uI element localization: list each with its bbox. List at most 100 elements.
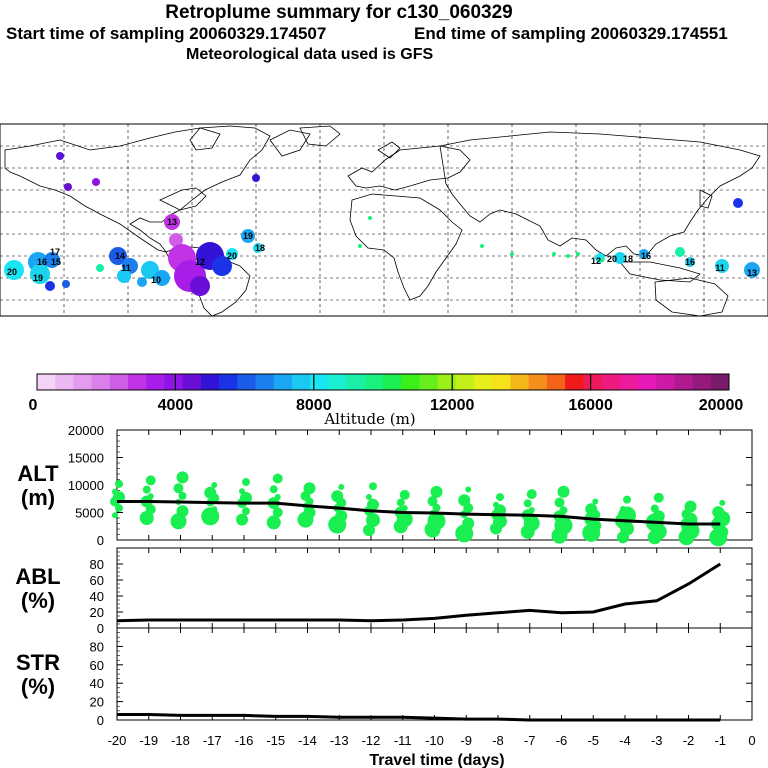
abl-line bbox=[116, 562, 722, 623]
alt-scatter-point bbox=[430, 485, 443, 498]
plume-day-label: 19 bbox=[33, 273, 43, 283]
x-tick-label: -16 bbox=[235, 733, 254, 748]
plume-day-label: 19 bbox=[243, 231, 253, 241]
alt-median-line bbox=[117, 500, 721, 526]
colorbar-swatch bbox=[219, 374, 238, 390]
colorbar-swatch bbox=[656, 374, 675, 390]
x-tick-label: -10 bbox=[425, 733, 444, 748]
alt-scatter-point bbox=[139, 511, 154, 525]
x-tick-label: -19 bbox=[139, 733, 158, 748]
alt-scatter-point bbox=[112, 488, 118, 495]
plume-day-label: 12 bbox=[591, 256, 601, 266]
x-tick-label: -8 bbox=[492, 733, 504, 748]
plume-day-label: 15 bbox=[51, 257, 61, 267]
time-series-panels: 05000100001500020000ALT(m)020406080ABL(%… bbox=[15, 423, 755, 748]
colorbar-swatch bbox=[182, 374, 202, 390]
y-tick-label: 0 bbox=[97, 533, 104, 548]
y-tick-label: 20000 bbox=[68, 423, 104, 438]
plume-marker bbox=[109, 247, 127, 265]
alt-scatter-point bbox=[496, 493, 504, 502]
alt-scatter-point bbox=[432, 503, 441, 512]
alt-scatter-point bbox=[176, 471, 189, 484]
alt-scatter-point bbox=[367, 498, 379, 511]
x-tick-label: -12 bbox=[362, 733, 381, 748]
page-title: Retroplume summary for c130_060329 bbox=[165, 2, 513, 23]
y-tick-label: 20 bbox=[90, 695, 104, 710]
panel-label: ABL bbox=[15, 564, 60, 589]
alt-scatter-point bbox=[523, 499, 532, 508]
x-axis-title: Travel time (days) bbox=[369, 752, 504, 768]
plume-marker bbox=[190, 276, 210, 296]
plume-day-label: 13 bbox=[167, 217, 177, 227]
alt-scatter-point bbox=[112, 512, 118, 519]
plume-marker bbox=[137, 277, 147, 287]
y-tick-label: 60 bbox=[90, 658, 104, 673]
altitude-colorbar: 0 4000 8000 12000 16000 20000 bbox=[29, 373, 744, 414]
x-tick-label: -2 bbox=[683, 733, 695, 748]
alt-scatter-point bbox=[145, 475, 156, 486]
plume-marker bbox=[552, 252, 556, 256]
colorbar-tick-label: 12000 bbox=[430, 397, 475, 414]
plume-marker bbox=[368, 216, 372, 220]
colorbar-swatch bbox=[383, 374, 402, 390]
x-tick-label: -5 bbox=[587, 733, 599, 748]
colorbar-tick-label: 20000 bbox=[699, 397, 744, 414]
alt-scatter-point bbox=[170, 513, 187, 530]
alt-scatter-point bbox=[493, 501, 499, 508]
plume-day-label: 16 bbox=[641, 251, 651, 261]
plume-marker bbox=[164, 214, 180, 230]
colorbar-swatch bbox=[437, 374, 457, 390]
colorbar-swatch bbox=[273, 374, 293, 390]
alt-scatter-point bbox=[211, 482, 218, 488]
alt-scatter-point bbox=[585, 503, 598, 516]
colorbar-swatch bbox=[91, 374, 111, 390]
plume-day-label: 16 bbox=[685, 257, 695, 267]
colorbar-swatch bbox=[128, 374, 147, 390]
panel-label: (%) bbox=[21, 588, 55, 613]
colorbar-swatch bbox=[710, 374, 730, 390]
x-tick-label: -14 bbox=[298, 733, 317, 748]
colorbar-swatch bbox=[237, 374, 257, 390]
x-tick-label: -20 bbox=[108, 733, 127, 748]
x-tick-label: -13 bbox=[330, 733, 349, 748]
plume-markers bbox=[4, 152, 760, 296]
alt-scatter-point bbox=[592, 498, 599, 505]
plume-marker bbox=[212, 256, 232, 276]
colorbar-swatch bbox=[674, 374, 694, 390]
alt-scatter-point bbox=[274, 493, 281, 500]
x-tick-label: -15 bbox=[266, 733, 285, 748]
x-tick-label: -4 bbox=[619, 733, 631, 748]
colorbar-swatch bbox=[601, 374, 621, 390]
plume-day-label: 11 bbox=[715, 263, 725, 273]
plume-marker bbox=[510, 252, 514, 256]
colorbar-swatch bbox=[455, 374, 475, 390]
panel-frame bbox=[116, 547, 753, 629]
alt-scatter-point bbox=[650, 504, 659, 513]
colorbar-tick-label: 0 bbox=[29, 397, 38, 414]
y-tick-label: 0 bbox=[97, 621, 104, 636]
alt-scatter-point bbox=[458, 494, 471, 507]
plume-marker bbox=[226, 248, 238, 260]
plume-day-label: 14 bbox=[115, 251, 125, 261]
plume-day-label: 16 bbox=[37, 257, 47, 267]
plume-marker bbox=[45, 281, 55, 291]
alt-scatter-point bbox=[427, 496, 438, 507]
colorbar-swatch bbox=[510, 374, 530, 390]
colorbar-swatch bbox=[364, 374, 384, 390]
y-tick-label: 60 bbox=[90, 573, 104, 588]
colorbar-swatch bbox=[474, 374, 493, 390]
colorbar-tick-label: 8000 bbox=[296, 397, 332, 414]
alt-scatter-point bbox=[366, 493, 372, 500]
alt-scatter-point bbox=[142, 485, 151, 494]
alt-scatter-point bbox=[557, 485, 570, 498]
alt-scatter-point bbox=[147, 493, 154, 500]
plume-marker bbox=[62, 280, 70, 288]
alt-scatter-point bbox=[684, 500, 697, 513]
coastlines bbox=[4, 125, 761, 317]
panel-label: ALT bbox=[17, 461, 59, 486]
alt-scatter-point bbox=[242, 478, 250, 487]
y-tick-label: 5000 bbox=[75, 506, 104, 521]
alt-scatter-point bbox=[240, 491, 252, 504]
alt-scatter-point bbox=[465, 486, 472, 493]
